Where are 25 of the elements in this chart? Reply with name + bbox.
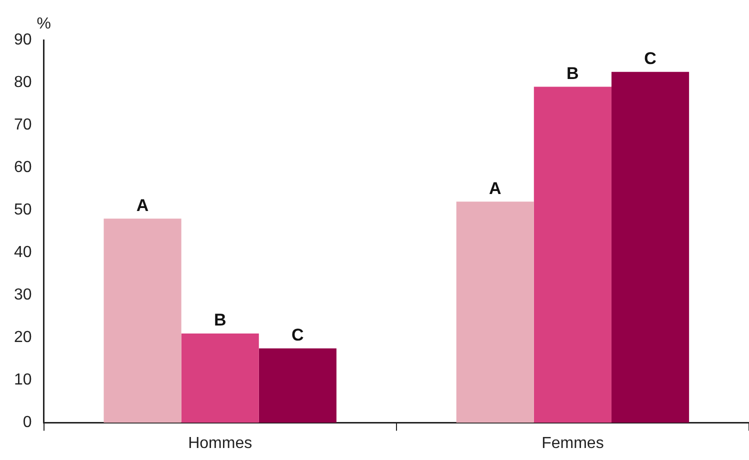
series-label: C: [292, 326, 304, 345]
y-tick-label: 60: [14, 159, 32, 176]
series-label: B: [214, 310, 226, 330]
text: B: [566, 64, 579, 83]
y-tick-label: 10: [14, 372, 32, 389]
y-tick-label: 40: [14, 244, 32, 262]
x-tick-label: Femmes: [542, 434, 604, 452]
bar: [181, 333, 259, 423]
text: A: [136, 196, 149, 215]
text: C: [644, 49, 656, 68]
y-tick-label: 70: [14, 116, 32, 134]
y-tick-label: 20: [14, 329, 32, 346]
y-tick-label: 30: [14, 286, 32, 304]
y-tick-label: 80: [14, 74, 32, 91]
bar: [258, 348, 336, 423]
bar: [456, 202, 534, 423]
bar: [611, 72, 690, 423]
series-label: A: [488, 178, 502, 198]
y-tick-label: 0: [22, 414, 32, 432]
y-tick-label: 90: [14, 31, 32, 48]
bar: [534, 86, 612, 423]
y-tick-label: 50: [14, 202, 32, 219]
x-tick-label: Hommes: [188, 434, 252, 452]
y-axis-title: %: [36, 15, 51, 32]
bar: [104, 218, 182, 423]
